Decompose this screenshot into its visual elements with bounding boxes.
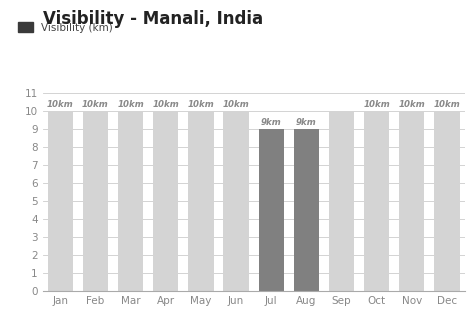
Text: 10km: 10km xyxy=(363,100,390,109)
Text: 10km: 10km xyxy=(188,100,214,109)
Bar xyxy=(399,111,424,291)
Bar xyxy=(434,111,460,291)
Text: Visibility - Manali, India: Visibility - Manali, India xyxy=(43,10,263,28)
Bar xyxy=(118,111,143,291)
Bar xyxy=(329,111,354,291)
Text: 9km: 9km xyxy=(261,118,282,127)
Legend: Visibility (km): Visibility (km) xyxy=(18,23,113,33)
Text: 10km: 10km xyxy=(117,100,144,109)
Text: 9km: 9km xyxy=(296,118,317,127)
Bar xyxy=(188,111,213,291)
Text: 10km: 10km xyxy=(399,100,425,109)
Text: 10km: 10km xyxy=(82,100,109,109)
Bar xyxy=(83,111,108,291)
Text: 10km: 10km xyxy=(223,100,249,109)
Bar xyxy=(258,129,284,291)
Bar xyxy=(294,129,319,291)
Bar xyxy=(364,111,389,291)
Bar xyxy=(153,111,178,291)
Text: 10km: 10km xyxy=(152,100,179,109)
Bar xyxy=(223,111,249,291)
Bar xyxy=(47,111,73,291)
Text: 10km: 10km xyxy=(47,100,73,109)
Text: 10km: 10km xyxy=(434,100,460,109)
